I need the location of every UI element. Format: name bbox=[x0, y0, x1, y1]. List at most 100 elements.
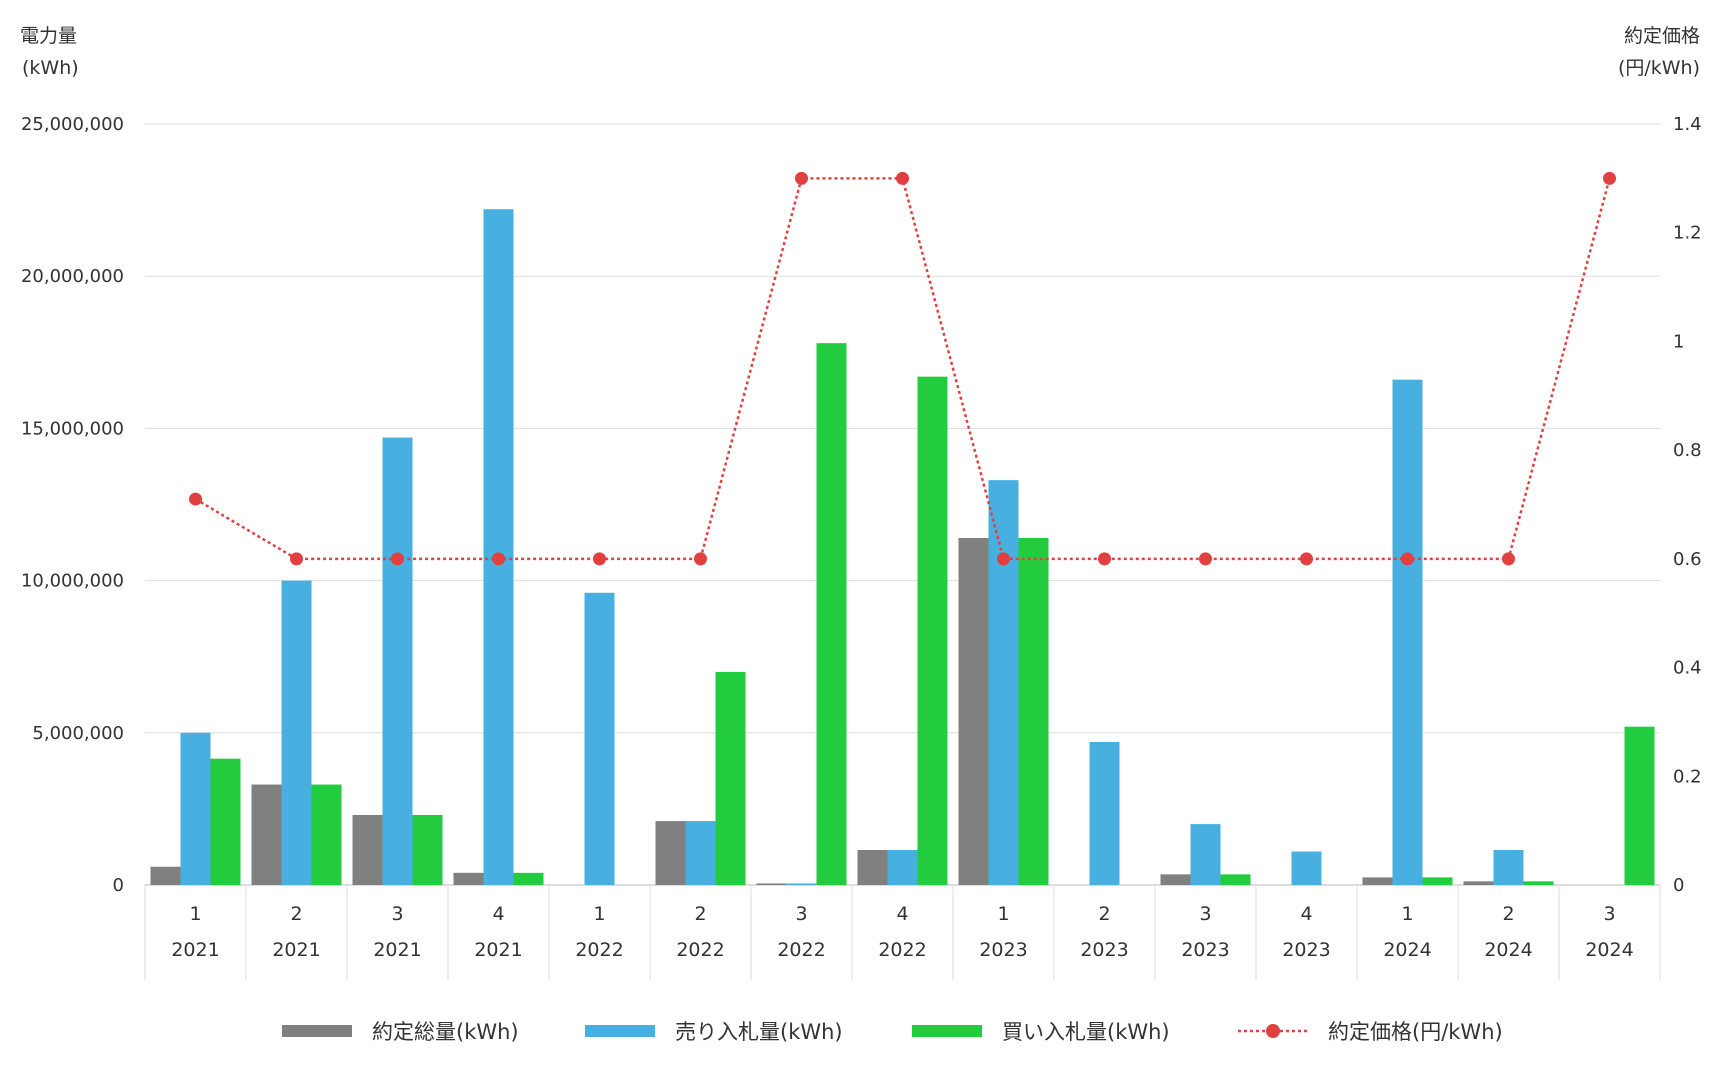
bar bbox=[1018, 537, 1049, 885]
x-tick-label-quarter: 3 bbox=[391, 903, 403, 925]
y-right-tick-label: 0.8 bbox=[1673, 440, 1702, 461]
bar bbox=[1493, 849, 1524, 885]
y-right-tick-label: 1 bbox=[1673, 331, 1684, 352]
bar bbox=[958, 537, 989, 885]
bar bbox=[917, 376, 948, 885]
bar bbox=[1624, 726, 1655, 885]
x-tick-label-year: 2021 bbox=[474, 939, 522, 961]
x-tick-label-quarter: 1 bbox=[1401, 903, 1413, 925]
legend-label: 売り入札量(kWh) bbox=[675, 1020, 843, 1044]
x-tick-label-year: 2023 bbox=[1181, 939, 1229, 961]
y-right-tick-label: 1.2 bbox=[1673, 223, 1702, 244]
y-left-title-line1: 電力量 bbox=[20, 25, 77, 47]
x-tick-label-year: 2024 bbox=[1484, 939, 1532, 961]
bar bbox=[756, 883, 787, 885]
x-tick-label-quarter: 3 bbox=[1199, 903, 1211, 925]
y-right-tick-label: 0.4 bbox=[1673, 658, 1702, 679]
price-point bbox=[593, 552, 606, 566]
legend-swatch-marker bbox=[1266, 1024, 1280, 1038]
axes: 電力量 (kWh) 約定価格 (円/kWh) 0 5,000,000 10,000,… bbox=[20, 25, 1702, 961]
x-tick-label-year: 2022 bbox=[575, 939, 623, 961]
x-tick-label-quarter: 2 bbox=[694, 903, 706, 925]
y-left-tick-label: 25,000,000 bbox=[21, 114, 124, 135]
x-tick-label-year: 2024 bbox=[1585, 939, 1633, 961]
legend-swatch bbox=[585, 1025, 655, 1037]
x-tick-label-year: 2022 bbox=[878, 939, 926, 961]
x-tick-label-year: 2021 bbox=[272, 939, 320, 961]
bar bbox=[1523, 881, 1554, 885]
bar bbox=[352, 814, 383, 885]
y-left-tick-label: 20,000,000 bbox=[21, 266, 124, 287]
bar bbox=[1220, 874, 1251, 885]
x-tick-label-year: 2023 bbox=[1282, 939, 1330, 961]
bar bbox=[251, 784, 282, 885]
bar bbox=[1392, 379, 1423, 885]
price-point bbox=[1603, 171, 1616, 185]
bar bbox=[584, 592, 615, 885]
price-point bbox=[1098, 552, 1111, 566]
price-point bbox=[1502, 552, 1515, 566]
x-tick-label-quarter: 4 bbox=[492, 903, 504, 925]
bar bbox=[715, 671, 746, 885]
price-point bbox=[1401, 552, 1414, 566]
bar bbox=[382, 437, 413, 885]
x-tick-label-quarter: 4 bbox=[1300, 903, 1312, 925]
x-tick-label-quarter: 3 bbox=[795, 903, 807, 925]
x-tick-label-quarter: 2 bbox=[1502, 903, 1514, 925]
bar bbox=[210, 758, 241, 885]
y-right-title-line2: (円/kWh) bbox=[1618, 57, 1700, 79]
bar bbox=[483, 209, 514, 885]
x-tick-label-quarter: 4 bbox=[896, 903, 908, 925]
price-point bbox=[896, 171, 909, 185]
bar bbox=[685, 821, 716, 885]
bar bbox=[513, 872, 544, 885]
x-tick-label-quarter: 2 bbox=[1098, 903, 1110, 925]
bar bbox=[1422, 877, 1453, 885]
x-tick-label-quarter: 2 bbox=[290, 903, 302, 925]
legend-label: 約定総量(kWh) bbox=[372, 1020, 519, 1044]
bar bbox=[887, 849, 918, 885]
price-point bbox=[694, 552, 707, 566]
bar bbox=[655, 821, 686, 885]
bar bbox=[1291, 851, 1322, 885]
price-point bbox=[1300, 552, 1313, 566]
x-tick-label-year: 2023 bbox=[1080, 939, 1128, 961]
bar bbox=[412, 814, 443, 885]
y-right-tick-label: 1.4 bbox=[1673, 114, 1702, 135]
y-right-tick-label: 0.2 bbox=[1673, 766, 1702, 787]
x-tick-label-year: 2024 bbox=[1383, 939, 1431, 961]
bar bbox=[1160, 874, 1191, 885]
bar bbox=[180, 732, 211, 885]
y-right-tick-label: 0.6 bbox=[1673, 549, 1702, 570]
price-point bbox=[290, 552, 303, 566]
price-point bbox=[189, 492, 202, 506]
y-left-tick-label: 0 bbox=[113, 875, 124, 896]
price-line bbox=[189, 171, 1616, 566]
x-tick-label-year: 2023 bbox=[979, 939, 1027, 961]
x-tick-label-quarter: 1 bbox=[189, 903, 201, 925]
bar bbox=[857, 849, 888, 885]
y-right-tick-label: 0 bbox=[1673, 875, 1684, 896]
y-right-title-line1: 約定価格 bbox=[1624, 25, 1700, 47]
x-tick-label-quarter: 3 bbox=[1603, 903, 1615, 925]
legend-swatch bbox=[912, 1025, 982, 1037]
bar bbox=[816, 343, 847, 886]
bar bbox=[1463, 881, 1494, 885]
price-point bbox=[997, 552, 1010, 566]
legend-label: 買い入札量(kWh) bbox=[1002, 1020, 1170, 1044]
y-left-tick-label: 10,000,000 bbox=[21, 571, 124, 592]
x-tick-label-quarter: 1 bbox=[997, 903, 1009, 925]
price-point bbox=[391, 552, 404, 566]
legend-label: 約定価格(円/kWh) bbox=[1328, 1020, 1503, 1044]
x-tick-label-year: 2021 bbox=[171, 939, 219, 961]
price-point bbox=[1199, 552, 1212, 566]
x-tick-label-year: 2021 bbox=[373, 939, 421, 961]
bars bbox=[150, 209, 1655, 886]
legend: 約定総量(kWh) 売り入札量(kWh) 買い入札量(kWh) 約定価格(円/kWh) bbox=[282, 1020, 1503, 1044]
x-tick-label-year: 2022 bbox=[676, 939, 724, 961]
bar bbox=[281, 580, 312, 885]
y-left-tick-label: 15,000,000 bbox=[21, 418, 124, 439]
bar bbox=[1190, 824, 1221, 885]
bar bbox=[453, 872, 484, 885]
legend-swatch bbox=[282, 1025, 352, 1037]
